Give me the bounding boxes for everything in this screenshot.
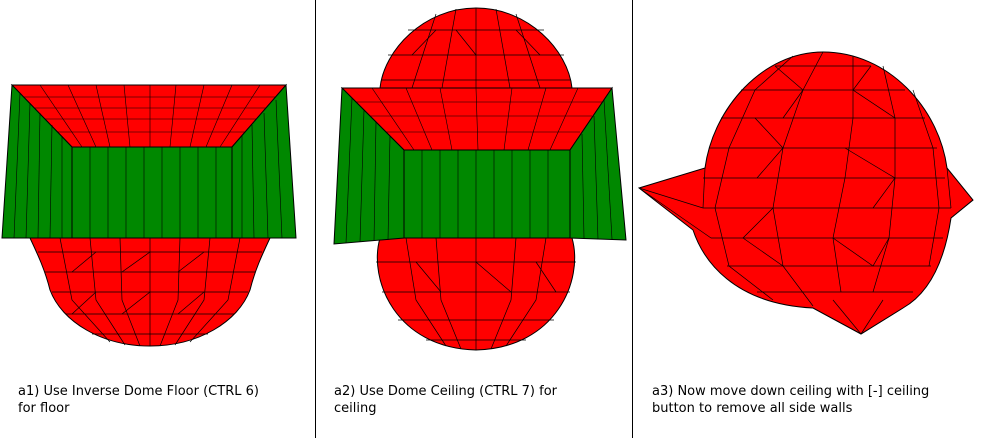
caption-a2-line2: ceiling (334, 401, 377, 416)
panel-a3-render (637, 51, 974, 335)
ceiling-strip (10, 84, 288, 148)
panel-divider-1 (315, 0, 316, 438)
caption-a1-line1: a1) Use Inverse Dome Floor (CTRL 6) (18, 384, 259, 399)
caption-a1: a1) Use Inverse Dome Floor (CTRL 6) for … (18, 383, 259, 417)
panel-divider-2 (632, 0, 633, 438)
caption-a2-line1: a2) Use Dome Ceiling (CTRL 7) for (334, 384, 557, 399)
green-side-walls (333, 86, 627, 245)
caption-a3-line2: button to remove all side walls (652, 401, 853, 416)
caption-a1-line2: for floor (18, 401, 70, 416)
caption-a3-line1: a3) Now move down ceiling with [-] ceili… (652, 384, 930, 399)
caption-a2: a2) Use Dome Ceiling (CTRL 7) for ceilin… (334, 383, 557, 417)
merged-dome (637, 51, 974, 335)
panel-a2-render (333, 7, 627, 351)
green-side-walls (1, 83, 297, 239)
inverse-dome-floor (29, 237, 271, 347)
panel-a1-render (1, 83, 297, 347)
caption-a3: a3) Now move down ceiling with [-] ceili… (652, 383, 929, 417)
